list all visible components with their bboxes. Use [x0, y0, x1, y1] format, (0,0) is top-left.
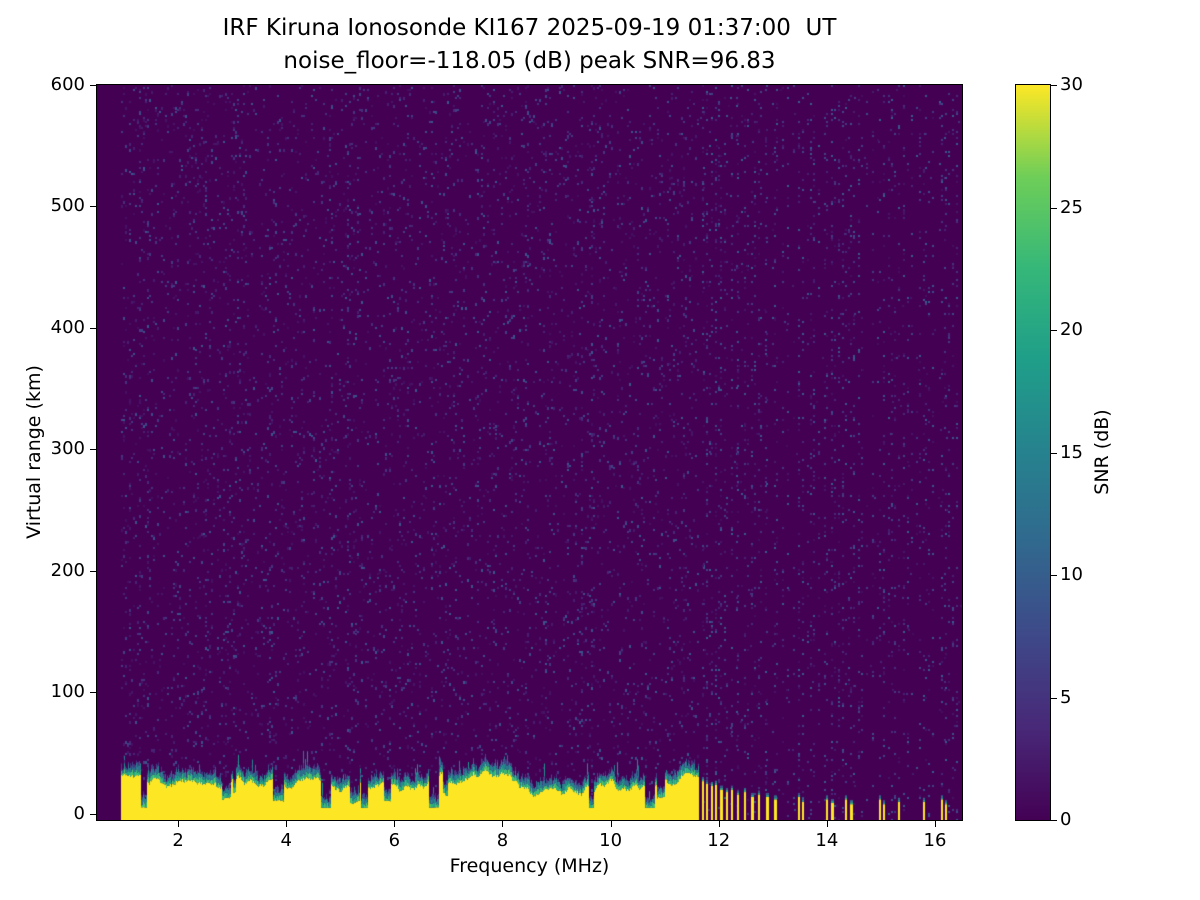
colorbar-tick-label: 15	[1060, 441, 1083, 463]
colorbar-tick-label: 20	[1060, 319, 1083, 340]
colorbar-tick-label: 10	[1060, 564, 1083, 585]
y-tick-label: 600	[50, 74, 85, 95]
x-tick-label: 4	[280, 830, 292, 851]
chart-title: IRF Kiruna Ionosonde KI167 2025-09-19 01…	[222, 15, 837, 41]
colorbar-tick-mark	[1051, 207, 1057, 209]
y-tick-label: 100	[50, 681, 85, 703]
colorbar-tick-label: 5	[1060, 686, 1072, 708]
colorbar-tick-label: 25	[1060, 196, 1083, 218]
x-axis-label: Frequency (MHz)	[449, 855, 610, 877]
x-tick-mark	[610, 821, 612, 827]
colorbar-tick-mark	[1051, 575, 1057, 576]
colorbar-tick-mark	[1051, 697, 1057, 699]
plot-area	[96, 84, 963, 821]
y-tick-mark	[90, 692, 96, 694]
colorbar-tick-label: 0	[1060, 809, 1072, 830]
x-tick-mark	[286, 821, 288, 827]
x-tick-mark	[394, 821, 396, 827]
y-tick-label: 500	[50, 195, 85, 217]
x-tick-label: 6	[388, 830, 401, 851]
y-tick-mark	[90, 206, 96, 208]
x-tick-label: 12	[707, 830, 731, 851]
colorbar-label: SNR (dB)	[1091, 409, 1113, 495]
x-tick-label: 2	[172, 830, 184, 851]
x-tick-label: 16	[923, 830, 947, 851]
y-tick-label: 400	[50, 316, 85, 338]
colorbar-tick-mark	[1051, 330, 1057, 331]
colorbar-tick-mark	[1051, 85, 1057, 86]
colorbar	[1015, 84, 1051, 821]
x-tick-mark	[502, 821, 504, 827]
x-tick-label: 10	[599, 830, 623, 851]
x-tick-label: 8	[496, 830, 509, 851]
colorbar-tick-mark	[1051, 452, 1057, 454]
y-tick-mark	[90, 813, 96, 815]
chart-subtitle: noise_floor=-118.05 (dB) peak SNR=96.83	[283, 48, 776, 74]
y-tick-label: 0	[73, 802, 85, 824]
y-tick-mark	[90, 85, 96, 86]
y-tick-mark	[90, 570, 96, 572]
x-tick-label: 14	[815, 830, 839, 851]
x-tick-mark	[718, 821, 720, 827]
x-tick-mark	[178, 821, 180, 827]
colorbar-tick-mark	[1051, 820, 1057, 821]
colorbar-tick-label: 30	[1060, 74, 1083, 95]
y-axis-label: Virtual range (km)	[23, 365, 45, 539]
y-tick-mark	[90, 327, 96, 329]
heatmap-canvas	[97, 85, 962, 820]
y-tick-label: 200	[50, 559, 85, 581]
y-tick-mark	[90, 449, 96, 451]
x-tick-mark	[934, 821, 936, 827]
x-tick-mark	[826, 821, 828, 827]
